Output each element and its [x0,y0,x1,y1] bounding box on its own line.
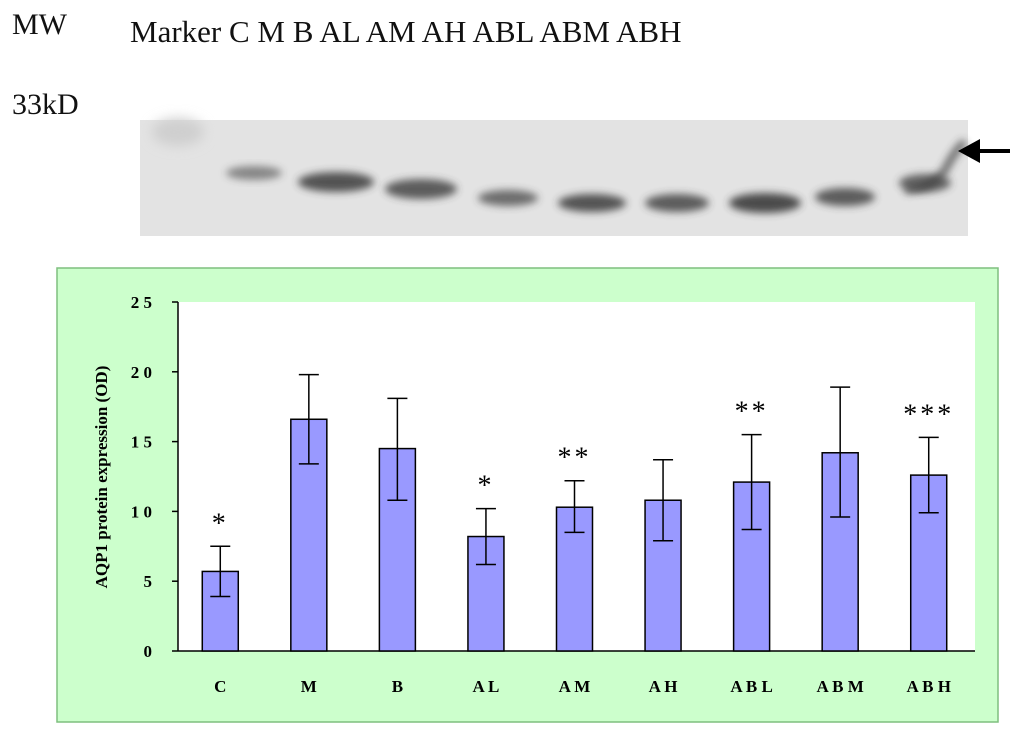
size-label: 33kD [12,88,79,121]
significance-C: * [212,508,229,539]
y-tick-label: 1 5 [131,433,152,452]
band-B [385,179,457,199]
y-tick-label: 1 0 [131,502,152,521]
bars: ****** *** [201,373,954,652]
x-tick-label-AL: A L [472,677,499,696]
x-tick-label-ABL: A B L [730,677,773,696]
significance-AL: * [477,471,494,502]
mw-label: MW [12,8,67,41]
band-AH [645,194,709,212]
blot-membrane [140,120,968,236]
band-ABM [815,188,875,206]
arrow-left-icon [958,139,1010,163]
band-ABL [729,193,801,213]
marker-smudge [152,118,204,146]
significance-AM: ** [558,443,592,474]
band-ABH-smear [904,138,968,194]
y-axis-label: AQP1 protein expression (OD) [92,366,111,589]
y-tick-label: 0 [144,642,153,661]
x-tick-label-M: M [301,677,317,696]
y-tick-label: 2 0 [131,363,152,382]
x-tick-label-B: B [392,677,403,696]
x-tick-label-ABH: A B H [907,677,951,696]
lane-labels: Marker C M B AL AM AH ABL ABM ABH [130,14,682,49]
significance-ABL: ** [735,397,769,428]
band-AM [558,194,626,212]
x-tick-label-AM: A M [559,677,591,696]
significance-ABH: *** [903,399,954,430]
band-M [298,172,374,192]
x-tick-label-C: C [214,677,226,696]
band-C [226,166,282,180]
band-AL [478,190,538,206]
y-tick-label: 2 5 [131,293,152,312]
y-tick-label: 5 [144,572,153,591]
x-tick-label-ABM: A B M [817,677,864,696]
protein-bands [226,138,968,213]
western-blot [140,118,1010,236]
x-tick-label-AH: A H [649,677,678,696]
